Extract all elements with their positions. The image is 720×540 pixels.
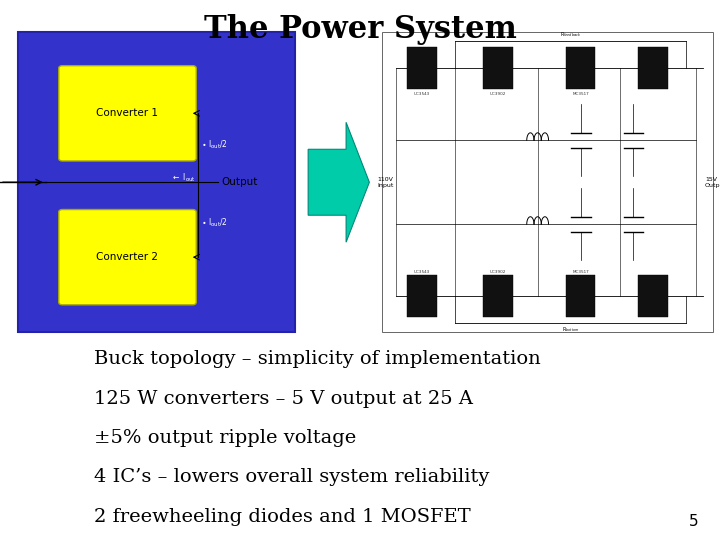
Text: R$_{feedback}$: R$_{feedback}$ bbox=[560, 30, 581, 39]
Text: UC3902: UC3902 bbox=[490, 270, 506, 274]
Bar bbox=[407, 275, 437, 317]
Text: 2 freewheeling diodes and 1 MOSFET: 2 freewheeling diodes and 1 MOSFET bbox=[94, 508, 470, 526]
Text: 15V
Output: 15V Output bbox=[705, 177, 720, 187]
Bar bbox=[639, 275, 668, 317]
Text: 4 IC’s – lowers overall system reliability: 4 IC’s – lowers overall system reliabili… bbox=[94, 468, 489, 487]
Text: $\leftarrow$ I$_{\mathrm{out}}$: $\leftarrow$ I$_{\mathrm{out}}$ bbox=[171, 172, 196, 184]
Text: Buck topology – simplicity of implementation: Buck topology – simplicity of implementa… bbox=[94, 350, 540, 368]
Text: ±5% output ripple voltage: ±5% output ripple voltage bbox=[94, 429, 356, 447]
Text: UC3543: UC3543 bbox=[414, 91, 430, 96]
FancyBboxPatch shape bbox=[59, 210, 197, 305]
FancyBboxPatch shape bbox=[59, 66, 197, 161]
Text: MC3517: MC3517 bbox=[572, 91, 589, 96]
Text: 110V
Input: 110V Input bbox=[377, 177, 393, 187]
Bar bbox=[566, 48, 595, 89]
Text: The Power System: The Power System bbox=[204, 14, 516, 45]
Text: MC3517: MC3517 bbox=[572, 270, 589, 274]
Text: Converter 1: Converter 1 bbox=[96, 109, 158, 118]
Text: UC3543: UC3543 bbox=[414, 270, 430, 274]
FancyBboxPatch shape bbox=[18, 32, 295, 332]
Bar bbox=[483, 48, 513, 89]
Text: $\bullet$ I$_{\mathrm{out}}$/2: $\bullet$ I$_{\mathrm{out}}$/2 bbox=[201, 216, 228, 228]
Text: Converter 2: Converter 2 bbox=[96, 252, 158, 262]
Text: 125 W converters – 5 V output at 25 A: 125 W converters – 5 V output at 25 A bbox=[94, 389, 472, 408]
Bar bbox=[639, 48, 668, 89]
Text: R$_{bottom}$: R$_{bottom}$ bbox=[562, 325, 580, 334]
Polygon shape bbox=[308, 122, 369, 242]
Text: 5: 5 bbox=[689, 514, 698, 529]
Text: Output: Output bbox=[221, 177, 258, 187]
Text: UC3902: UC3902 bbox=[490, 91, 506, 96]
Bar bbox=[566, 275, 595, 317]
Bar bbox=[407, 48, 437, 89]
Text: $\bullet$ I$_{\mathrm{out}}$/2: $\bullet$ I$_{\mathrm{out}}$/2 bbox=[201, 139, 228, 151]
Bar bbox=[483, 275, 513, 317]
FancyBboxPatch shape bbox=[382, 32, 713, 332]
